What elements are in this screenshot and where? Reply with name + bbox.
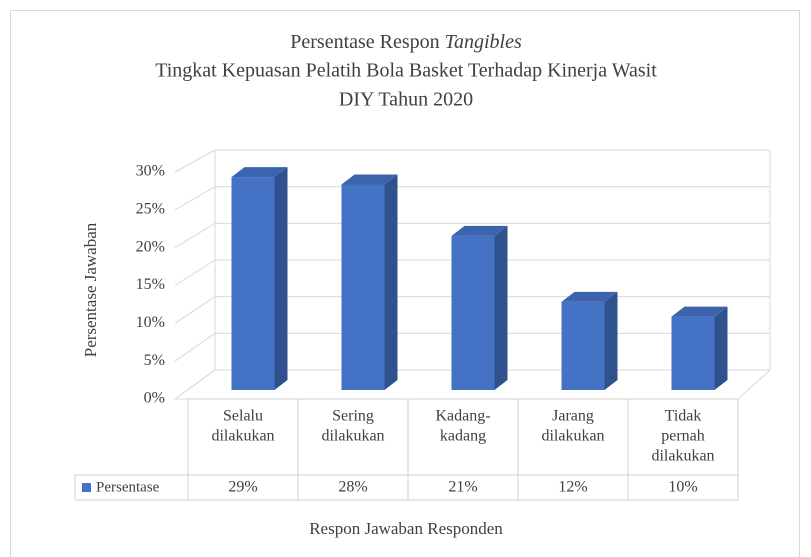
- bar-side: [494, 225, 508, 390]
- y-tick-label: 25%: [136, 201, 165, 218]
- x-tick-label: dilakukan: [211, 428, 274, 445]
- bar-top: [341, 174, 398, 185]
- x-tick-label: Selalu: [223, 408, 263, 425]
- y-tick-label: 15%: [136, 276, 165, 293]
- x-tick-label: dilakukan: [651, 448, 714, 465]
- bar-top: [231, 167, 288, 178]
- x-tick-label: dilakukan: [541, 428, 604, 445]
- y-tick-label: 10%: [136, 314, 165, 331]
- y-tick-label: 20%: [136, 238, 165, 255]
- data-label: 29%: [228, 479, 257, 496]
- bar-front: [341, 184, 385, 390]
- chart-title: Persentase Respon Tangibles: [290, 31, 522, 53]
- title-italic: Tangibles: [445, 31, 522, 53]
- x-tick-label: Kadang-: [435, 408, 490, 425]
- bar-front: [671, 316, 715, 390]
- bar-front: [451, 235, 495, 390]
- title-part: Persentase Respon: [290, 31, 439, 53]
- x-tick-label: dilakukan: [321, 428, 384, 445]
- bar-front: [561, 301, 605, 390]
- legend-label: Persentase: [96, 479, 160, 495]
- bar-side: [384, 174, 398, 390]
- bar: [561, 291, 618, 390]
- bar-front: [231, 177, 275, 390]
- bar-side: [274, 167, 288, 390]
- x-tick-label: Sering: [332, 408, 374, 425]
- x-tick-label: kadang: [440, 428, 486, 445]
- bar: [451, 225, 508, 390]
- y-tick-label: 5%: [144, 352, 165, 369]
- chart-subtitle: Tingkat Kepuasan Pelatih Bola Basket Ter…: [155, 60, 657, 82]
- bar-side: [714, 306, 728, 390]
- bar: [671, 306, 728, 390]
- chart-subtitle: DIY Tahun 2020: [339, 89, 473, 111]
- data-label: 12%: [558, 479, 587, 496]
- x-tick-label: Jarang: [552, 408, 594, 425]
- bar-side: [604, 291, 618, 390]
- y-tick-label: 0%: [144, 390, 165, 407]
- grid-line: [174, 149, 216, 173]
- x-tick-label: Tidak: [665, 408, 702, 425]
- x-axis-title: Respon Jawaban Responden: [309, 519, 503, 538]
- grid-line: [174, 186, 216, 211]
- grid-line: [174, 296, 216, 324]
- bar: [341, 174, 398, 390]
- data-label: 21%: [448, 479, 477, 496]
- bar-top: [451, 225, 508, 236]
- grid-line: [174, 332, 216, 362]
- data-label: 28%: [338, 479, 367, 496]
- y-tick-label: 30%: [136, 163, 165, 180]
- grid-line: [174, 259, 216, 286]
- bar: [231, 167, 288, 390]
- legend-swatch: [82, 483, 91, 492]
- grid-line: [174, 222, 216, 249]
- chart-border: [10, 10, 800, 557]
- data-label: 10%: [668, 479, 697, 496]
- grid-line: [174, 369, 216, 400]
- x-tick-label: pernah: [661, 428, 705, 445]
- y-axis-title: Persentase Jawaban: [81, 222, 100, 357]
- bar-top: [671, 306, 728, 317]
- bar-top: [561, 291, 618, 302]
